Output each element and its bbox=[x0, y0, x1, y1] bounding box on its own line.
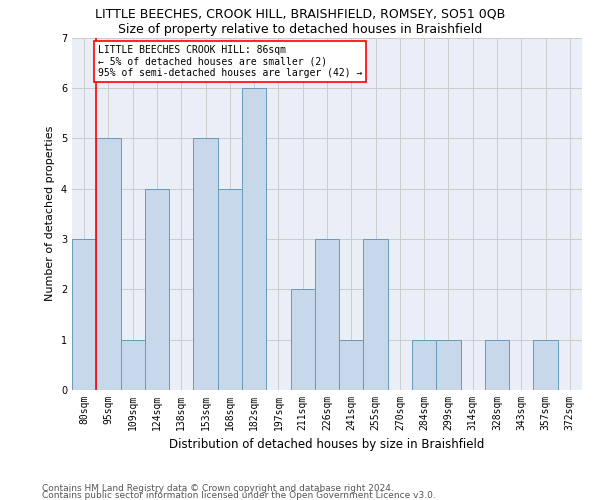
Text: Contains HM Land Registry data © Crown copyright and database right 2024.: Contains HM Land Registry data © Crown c… bbox=[42, 484, 394, 493]
Bar bbox=[315, 239, 339, 390]
Bar bbox=[96, 138, 121, 390]
Bar bbox=[436, 340, 461, 390]
Bar bbox=[193, 138, 218, 390]
Bar bbox=[218, 188, 242, 390]
Text: Contains public sector information licensed under the Open Government Licence v3: Contains public sector information licen… bbox=[42, 491, 436, 500]
X-axis label: Distribution of detached houses by size in Braishfield: Distribution of detached houses by size … bbox=[169, 438, 485, 452]
Bar bbox=[121, 340, 145, 390]
Bar bbox=[290, 290, 315, 390]
Bar bbox=[72, 239, 96, 390]
Bar bbox=[242, 88, 266, 390]
Y-axis label: Number of detached properties: Number of detached properties bbox=[46, 126, 55, 302]
Bar bbox=[485, 340, 509, 390]
Text: LITTLE BEECHES CROOK HILL: 86sqm
← 5% of detached houses are smaller (2)
95% of : LITTLE BEECHES CROOK HILL: 86sqm ← 5% of… bbox=[97, 45, 362, 78]
Bar bbox=[339, 340, 364, 390]
Text: LITTLE BEECHES, CROOK HILL, BRAISHFIELD, ROMSEY, SO51 0QB: LITTLE BEECHES, CROOK HILL, BRAISHFIELD,… bbox=[95, 8, 505, 20]
Bar bbox=[145, 188, 169, 390]
Bar bbox=[412, 340, 436, 390]
Bar bbox=[364, 239, 388, 390]
Text: Size of property relative to detached houses in Braishfield: Size of property relative to detached ho… bbox=[118, 22, 482, 36]
Bar bbox=[533, 340, 558, 390]
